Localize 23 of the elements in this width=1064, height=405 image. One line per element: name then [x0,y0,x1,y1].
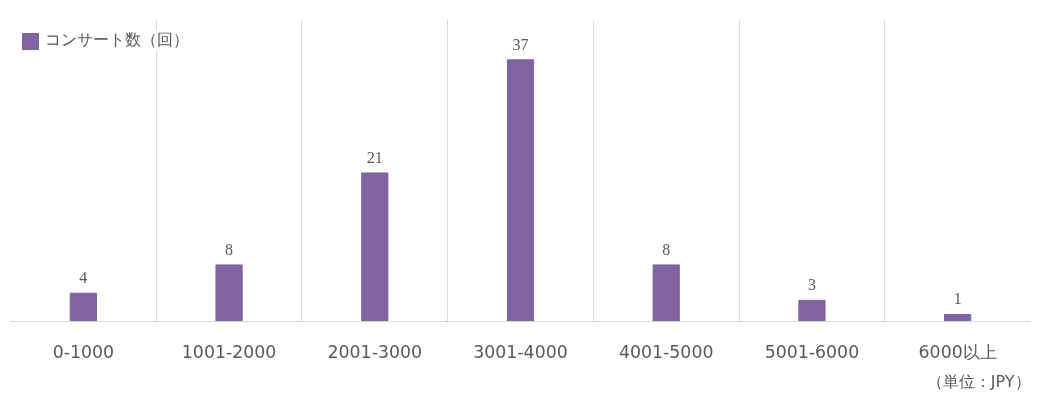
data-label: 8 [225,240,234,258]
data-label: 21 [366,148,383,166]
bar [361,172,389,322]
x-tick-label: 6000以上 [918,341,997,362]
data-label: 8 [662,240,671,258]
x-tick-label: 2001-3000 [327,341,423,362]
data-label: 37 [512,35,529,53]
bar [944,313,972,322]
x-tick-label: 1001-2000 [181,341,277,362]
bar [69,292,97,322]
bar [798,299,826,322]
x-tick-label: 5001-6000 [764,341,860,362]
bar [652,264,680,322]
data-label: 1 [953,290,962,308]
bar [215,264,243,322]
bar [506,59,535,322]
data-label: 4 [79,269,88,287]
text: （単位：JPY） [926,371,1031,391]
data-label: 3 [807,276,816,294]
x-tick-label: 3001-4000 [473,341,568,362]
x-tick-label: 4001-5000 [618,341,714,362]
x-tick-label: 0-1000 [52,341,115,362]
legend-label: コンサート数（回） [45,30,189,51]
